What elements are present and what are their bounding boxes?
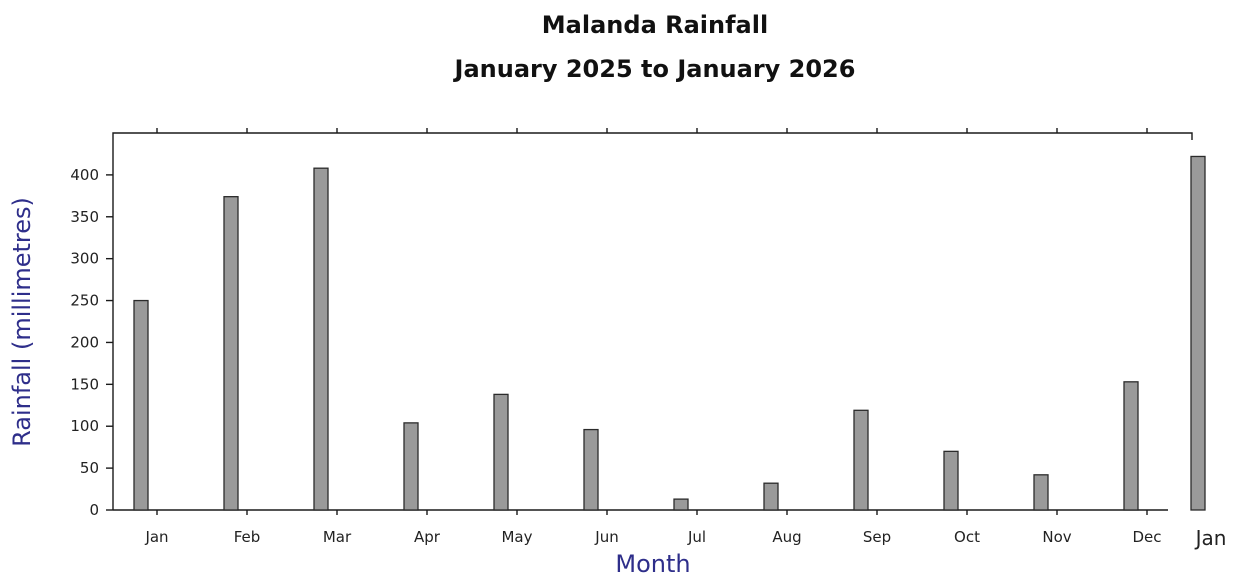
bar-jan-2026	[1190, 155, 1206, 511]
y-tick-label: 150	[70, 375, 99, 393]
x-tick-label: Jan	[144, 528, 168, 546]
x-axis-label: Month	[615, 550, 690, 576]
y-tick-label: 350	[70, 208, 99, 226]
x-tick-label: Mar	[323, 528, 352, 546]
bar-apr-2025	[403, 422, 419, 511]
plot-frame	[112, 132, 1193, 510]
x-tick-label: Oct	[954, 528, 980, 546]
chart-title: Malanda Rainfall	[542, 11, 768, 39]
y-tick-label: 400	[70, 166, 99, 184]
x-tick-label: Jan	[1194, 526, 1227, 550]
bar-feb-2025	[223, 196, 239, 511]
x-tick-label: May	[501, 528, 532, 546]
x-tick-label: Feb	[234, 528, 261, 546]
bar-aug-2025	[763, 482, 779, 511]
x-tick-label: Jun	[594, 528, 618, 546]
x-tick-label: Jul	[687, 528, 706, 546]
y-tick-label: 250	[70, 292, 99, 310]
bar-jan-2025	[133, 299, 149, 511]
bar-nov-2025	[1033, 474, 1049, 511]
bar-sep-2025	[853, 409, 869, 511]
bar-jun-2025	[583, 428, 599, 511]
x-tick-label: Sep	[863, 528, 891, 546]
bar-oct-2025	[943, 450, 959, 511]
y-axis-label: Rainfall (millimetres)	[8, 197, 36, 447]
bar-jul-2025	[673, 498, 689, 511]
bar-dec-2025	[1123, 381, 1139, 511]
y-tick-label: 100	[70, 417, 99, 435]
x-tick-label: Nov	[1042, 528, 1071, 546]
bar-may-2025	[493, 393, 509, 511]
y-axis-ticks: 0 50 100 150 200 250 300 350 400	[70, 166, 113, 519]
y-tick-label: 300	[70, 250, 99, 268]
x-tick-label: Aug	[772, 528, 801, 546]
chart-subtitle: January 2025 to January 2026	[453, 55, 856, 83]
y-tick-label: 0	[89, 501, 99, 519]
x-axis-ticks: Jan Feb Mar Apr May Jun Jul Aug Sep Oct Nov Dec Jan	[144, 128, 1226, 550]
y-tick-label: 200	[70, 333, 99, 351]
x-tick-label: Apr	[414, 528, 441, 546]
bar-mar-2025	[313, 167, 329, 511]
x-tick-label: Dec	[1132, 528, 1161, 546]
y-tick-label: 50	[80, 459, 99, 477]
bars	[133, 155, 1206, 511]
